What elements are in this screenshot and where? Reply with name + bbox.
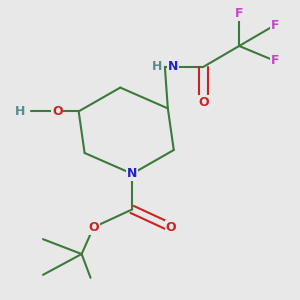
Text: O: O [166,221,176,234]
Text: F: F [271,19,279,32]
Text: H: H [152,60,162,73]
Text: N: N [127,167,137,180]
Text: O: O [52,105,62,118]
Text: F: F [235,7,243,20]
Text: F: F [271,54,279,67]
Text: O: O [88,221,99,234]
Text: H: H [15,105,25,118]
Text: N: N [168,60,178,73]
Text: O: O [198,96,209,109]
